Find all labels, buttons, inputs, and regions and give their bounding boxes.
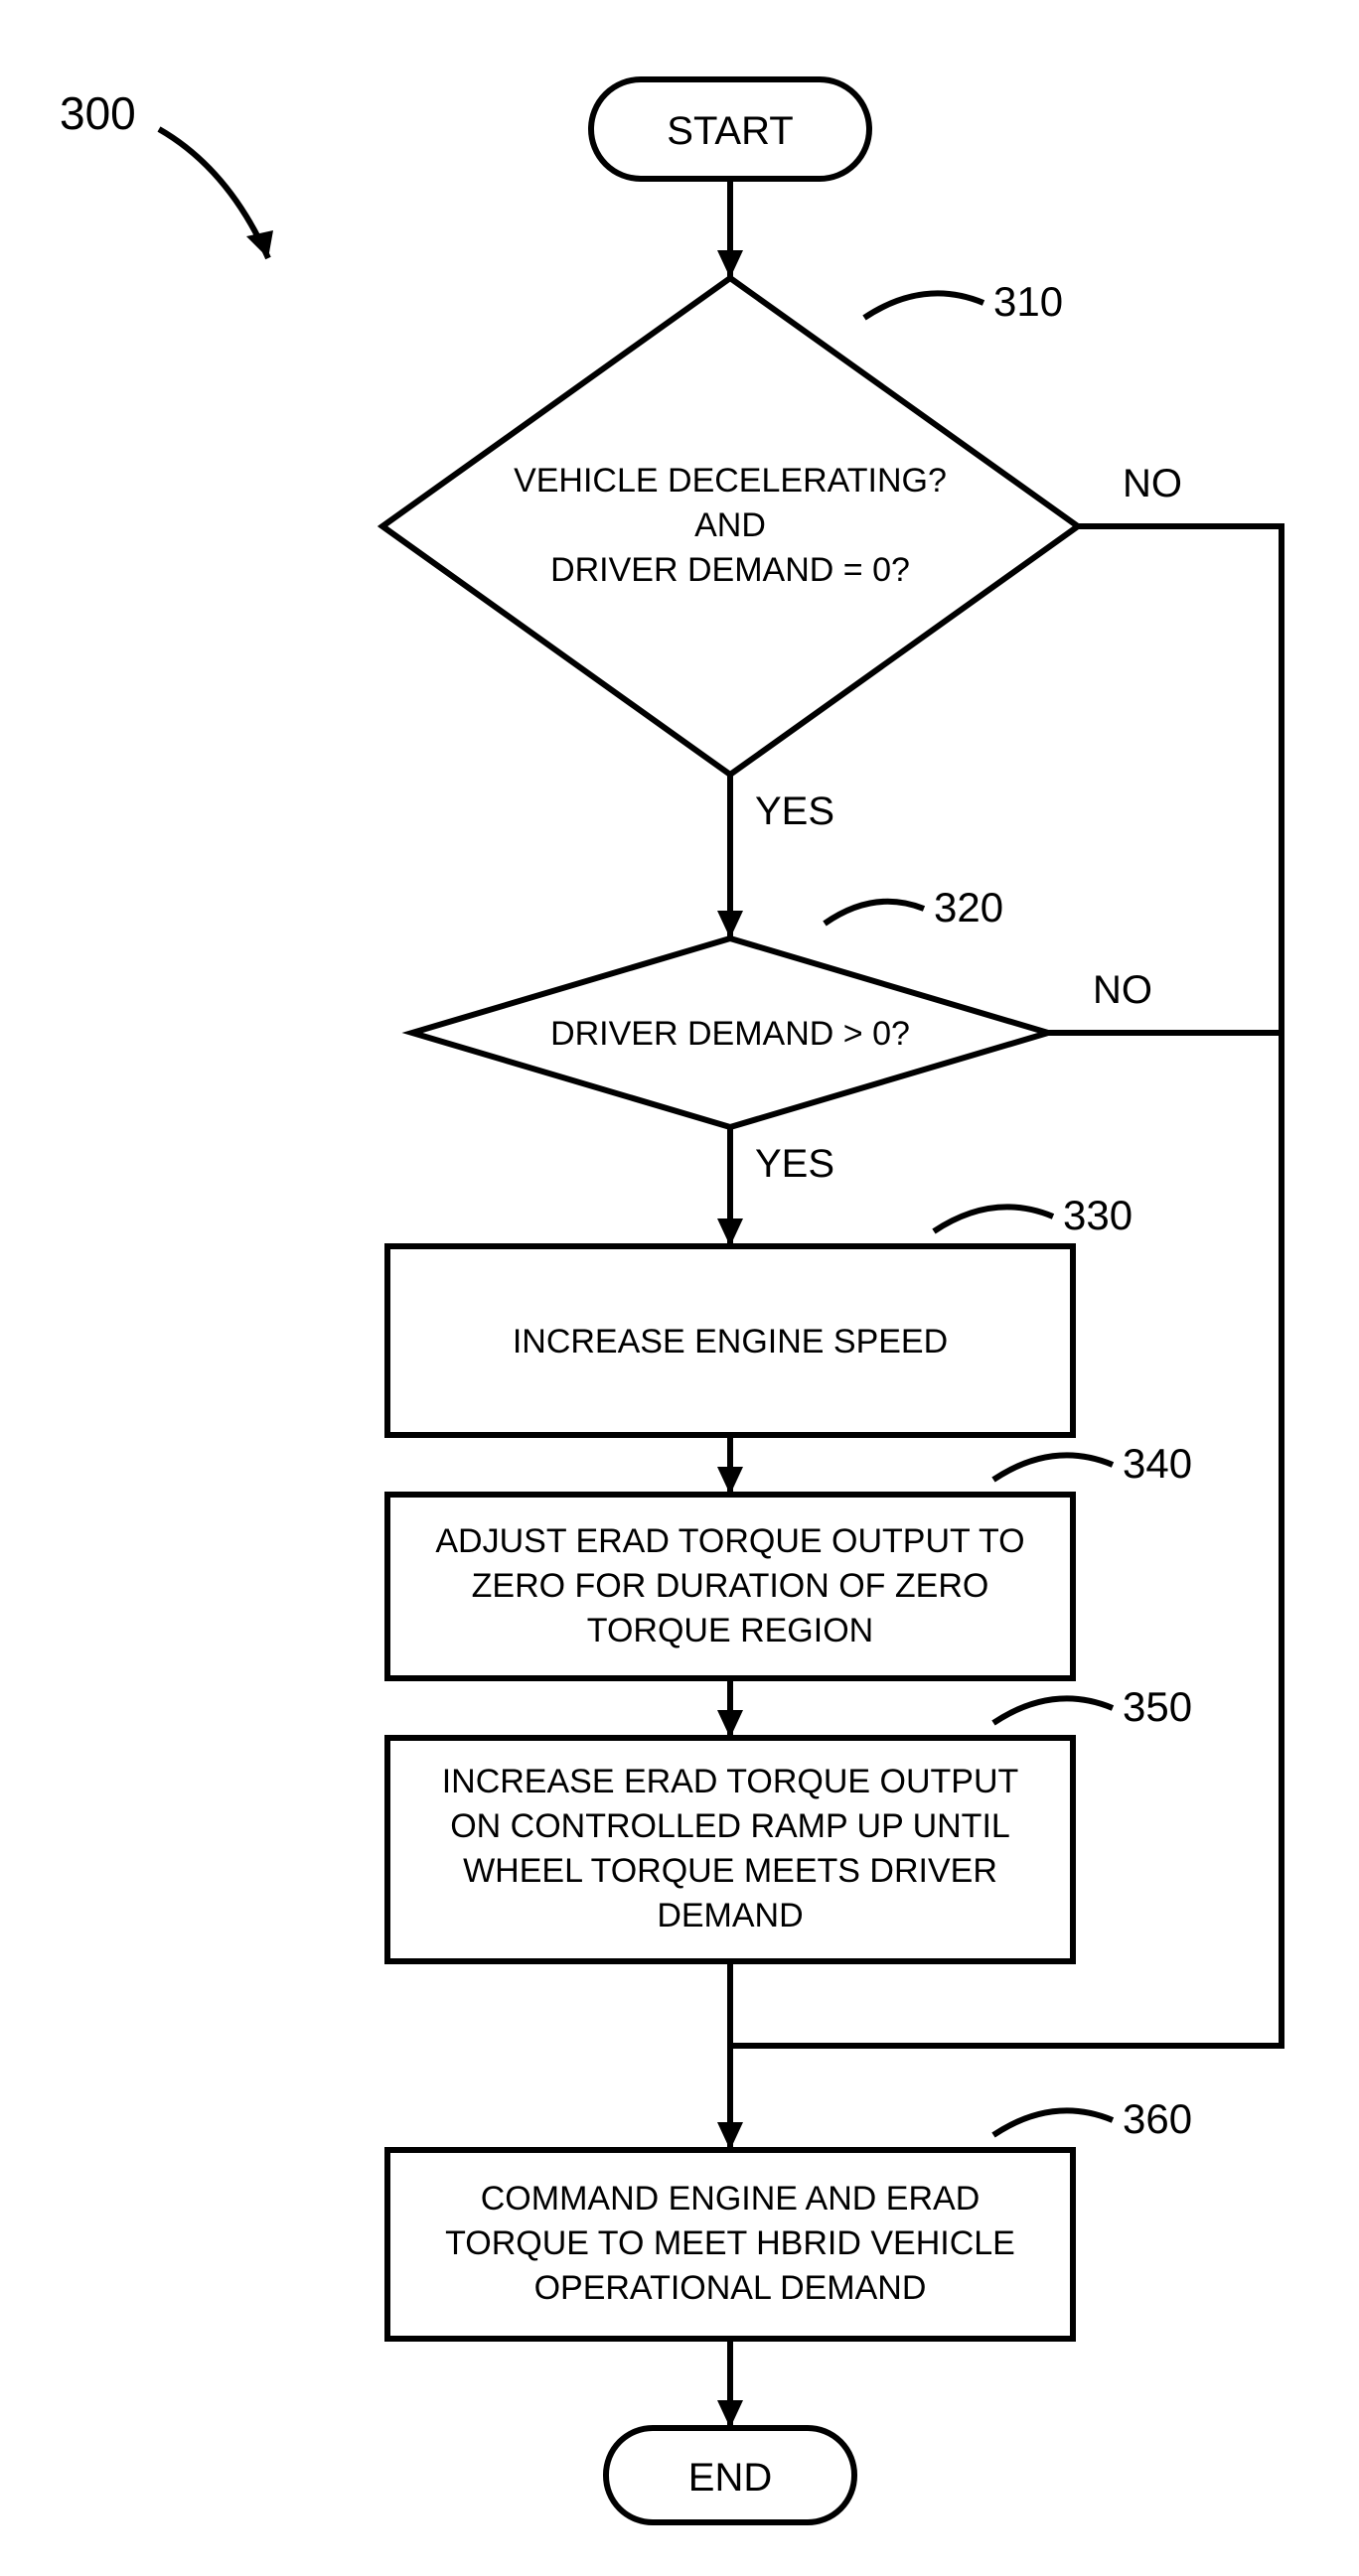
edge-330-340-arrow <box>717 1467 743 1495</box>
edge-340-350-arrow <box>717 1710 743 1738</box>
ref-350: 350 <box>1123 1683 1192 1730</box>
edge-320-330-arrow <box>717 1218 743 1246</box>
ref-310: 310 <box>993 278 1063 325</box>
figure-ref-label: 300 <box>60 87 136 139</box>
edge-310-yes-label: YES <box>755 789 834 833</box>
callout-320 <box>825 902 924 924</box>
ref-360: 360 <box>1123 2095 1192 2142</box>
process-360-line3: OPERATIONAL DEMAND <box>534 2269 927 2307</box>
edge-no-merge <box>730 1966 1282 2046</box>
ref-330: 330 <box>1063 1192 1132 1238</box>
process-330-text: INCREASE ENGINE SPEED <box>513 1323 948 1360</box>
decision-310-line1: VEHICLE DECELERATING? <box>514 462 947 500</box>
flowchart: 300 START VEHICLE DECELERATING? AND DRIV… <box>0 0 1359 2576</box>
edge-start-310-arrow <box>717 250 743 278</box>
decision-310-line2: AND <box>694 506 766 544</box>
process-350-line4: DEMAND <box>657 1897 803 1934</box>
process-360-line2: TORQUE TO MEET HBRID VEHICLE <box>445 2224 1015 2262</box>
edge-310-no-label: NO <box>1123 462 1182 505</box>
process-360-line1: COMMAND ENGINE AND ERAD <box>481 2180 981 2218</box>
process-340-line2: ZERO FOR DURATION OF ZERO <box>472 1567 989 1605</box>
callout-350 <box>993 1698 1113 1723</box>
edge-310-320-arrow <box>717 911 743 938</box>
end-label: END <box>688 2456 772 2500</box>
edge-320-no-label: NO <box>1093 968 1152 1012</box>
decision-320-text: DRIVER DEMAND > 0? <box>550 1015 910 1053</box>
process-340-line3: TORQUE REGION <box>587 1612 873 1649</box>
process-350-line1: INCREASE ERAD TORQUE OUTPUT <box>442 1763 1019 1800</box>
edge-360-end-arrow <box>717 2400 743 2428</box>
callout-330 <box>934 1207 1053 1231</box>
process-340-line1: ADJUST ERAD TORQUE OUTPUT TO <box>435 1522 1024 1560</box>
callout-340 <box>993 1455 1113 1480</box>
decision-310-line3: DRIVER DEMAND = 0? <box>550 551 910 589</box>
process-350-line3: WHEEL TORQUE MEETS DRIVER <box>463 1852 997 1890</box>
callout-360 <box>993 2110 1113 2135</box>
ref-340: 340 <box>1123 1440 1192 1487</box>
edge-320-yes-label: YES <box>755 1142 834 1186</box>
start-label: START <box>667 109 793 153</box>
edge-350-360-arrow <box>717 2122 743 2150</box>
edge-310-no <box>1078 526 1282 1966</box>
callout-310 <box>864 293 983 318</box>
process-350-line2: ON CONTROLLED RAMP UP UNTIL <box>450 1807 1010 1845</box>
ref-320: 320 <box>934 884 1003 930</box>
